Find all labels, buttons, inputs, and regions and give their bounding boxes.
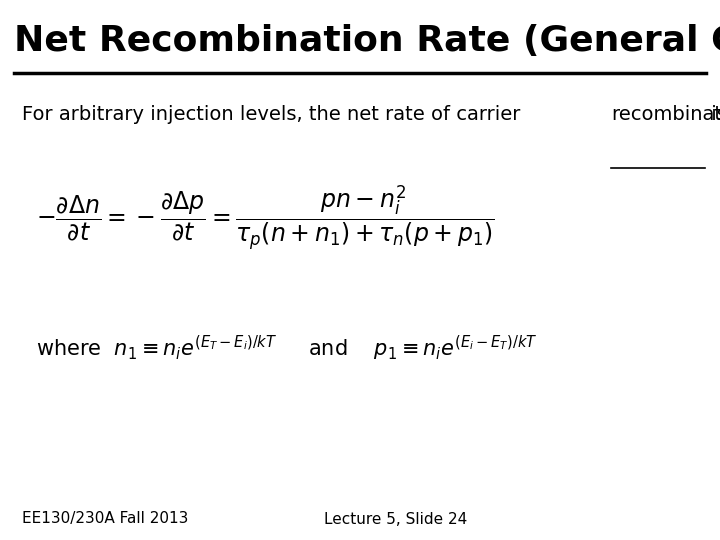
Text: Net Recombination Rate (General Case): Net Recombination Rate (General Case) xyxy=(14,24,720,58)
Text: recombination: recombination xyxy=(611,105,720,124)
Text: For arbitrary injection levels, the net rate of carrier: For arbitrary injection levels, the net … xyxy=(22,105,526,124)
Text: is:: is: xyxy=(705,105,720,124)
Text: EE130/230A Fall 2013: EE130/230A Fall 2013 xyxy=(22,511,188,526)
Text: where  $n_1 \equiv n_i e^{(E_T - E_i)/kT}$     and    $p_1 \equiv n_i e^{(E_i - : where $n_1 \equiv n_i e^{(E_T - E_i)/kT}… xyxy=(36,334,537,363)
Text: Lecture 5, Slide 24: Lecture 5, Slide 24 xyxy=(324,511,467,526)
Text: $-\dfrac{\partial \Delta n}{\partial t} = -\dfrac{\partial \Delta p}{\partial t}: $-\dfrac{\partial \Delta n}{\partial t} … xyxy=(36,184,495,253)
